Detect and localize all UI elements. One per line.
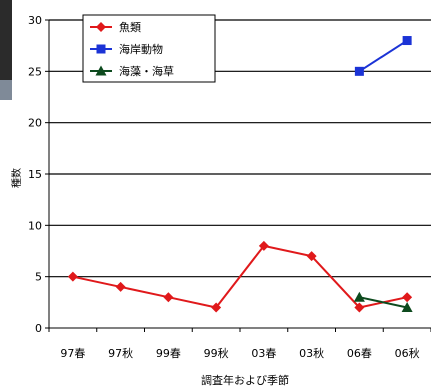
background-edge	[0, 0, 12, 90]
x-tick-labels: 97春 97秋 99春 99秋 03春 03秋 06春 06秋	[60, 346, 419, 360]
data-point	[163, 292, 174, 303]
y-tick-label: 15	[28, 168, 42, 181]
data-point	[258, 240, 269, 251]
x-tick-label: 03秋	[299, 346, 324, 360]
x-tick-label: 06秋	[395, 346, 420, 360]
legend-marker	[96, 22, 106, 32]
data-point	[402, 292, 413, 303]
legend-label: 海岸動物	[119, 42, 163, 56]
data-point	[67, 271, 78, 282]
data-point	[354, 66, 364, 76]
series-line-1	[72, 244, 408, 309]
legend-marker	[96, 44, 106, 54]
y-tick-label: 0	[35, 322, 42, 335]
x-tick-label: 99春	[156, 347, 181, 360]
legend-label: 海藻・海草	[119, 64, 174, 78]
series-line-2	[358, 39, 408, 73]
axes	[45, 19, 431, 332]
y-tick-label: 10	[28, 219, 42, 232]
legend-label: 魚類	[119, 21, 141, 34]
y-tick-label: 20	[28, 117, 42, 130]
x-tick-label: 97春	[60, 347, 85, 360]
data-point	[401, 301, 413, 312]
data-point	[402, 36, 412, 46]
data-point	[353, 291, 365, 302]
y-tick-label: 30	[28, 14, 42, 27]
x-tick-label: 06春	[347, 347, 372, 360]
data-point	[211, 302, 222, 313]
y-tick-labels: 0 5 10 15 20 25 30	[28, 14, 42, 335]
x-tick-label: 99秋	[204, 346, 229, 360]
series-line-3	[359, 296, 408, 309]
series-markers	[67, 36, 413, 313]
data-point	[306, 251, 317, 262]
x-tick-label: 03春	[251, 347, 276, 360]
legend-marker	[95, 65, 107, 76]
y-axis-title: 種数	[10, 168, 23, 188]
y-tick-label: 25	[28, 65, 42, 78]
x-tick-label: 97秋	[108, 346, 133, 360]
data-point	[115, 281, 126, 292]
y-tick-label: 5	[35, 271, 42, 284]
series-lines	[72, 39, 408, 309]
background-edge-lower	[0, 80, 12, 100]
x-axis-title: 調査年および季節	[201, 373, 289, 386]
data-point	[354, 302, 365, 313]
